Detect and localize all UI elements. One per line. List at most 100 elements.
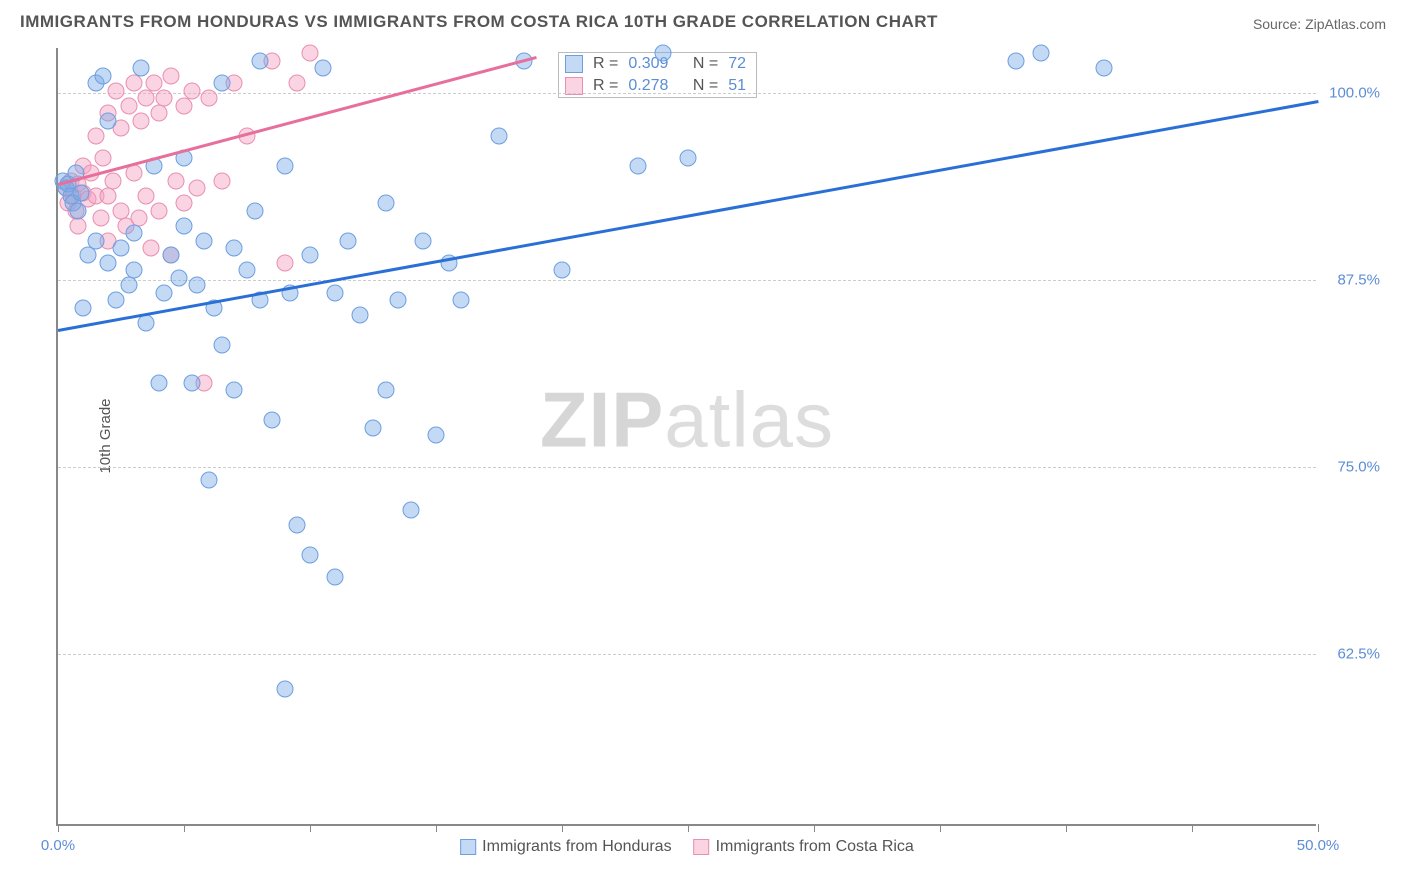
data-point <box>276 254 293 271</box>
xtick <box>562 824 563 832</box>
data-point <box>133 60 150 77</box>
data-point <box>183 82 200 99</box>
data-point <box>70 202 87 219</box>
data-point <box>155 284 172 301</box>
x-axis-legend: Immigrants from Honduras Immigrants from… <box>460 838 914 856</box>
data-point <box>377 382 394 399</box>
xtick <box>1192 824 1193 832</box>
data-point <box>251 52 268 69</box>
data-point <box>339 232 356 249</box>
data-point <box>145 75 162 92</box>
data-point <box>155 90 172 107</box>
data-point <box>1095 60 1112 77</box>
data-point <box>377 195 394 212</box>
data-point <box>100 187 117 204</box>
xtick <box>940 824 941 832</box>
data-point <box>654 45 671 62</box>
data-point <box>120 97 137 114</box>
data-point <box>75 299 92 316</box>
data-point <box>390 292 407 309</box>
data-point <box>176 195 193 212</box>
data-point <box>150 374 167 391</box>
data-point <box>70 217 87 234</box>
data-point <box>87 127 104 144</box>
data-point <box>138 314 155 331</box>
data-point <box>105 172 122 189</box>
data-point <box>327 569 344 586</box>
ytick-label: 100.0% <box>1322 84 1380 101</box>
data-point <box>150 105 167 122</box>
legend-r-label: R = <box>593 55 618 73</box>
data-point <box>264 412 281 429</box>
source-label: Source: ZipAtlas.com <box>1253 16 1386 32</box>
data-point <box>176 97 193 114</box>
data-point <box>92 210 109 227</box>
plot-area: 10th Grade ZIPatlas R = 0.309 N = 72 R =… <box>56 48 1316 826</box>
data-point <box>276 681 293 698</box>
legend-n-label: N = <box>693 55 718 73</box>
legend-swatch-1 <box>565 55 583 73</box>
xtick-label: 50.0% <box>1297 837 1340 854</box>
data-point <box>80 247 97 264</box>
xtick <box>688 824 689 832</box>
data-point <box>183 374 200 391</box>
data-point <box>120 277 137 294</box>
data-point <box>176 217 193 234</box>
xtick <box>310 824 311 832</box>
y-axis-label: 10th Grade <box>97 398 114 473</box>
data-point <box>491 127 508 144</box>
watermark-bold: ZIP <box>540 376 664 464</box>
chart-title: IMMIGRANTS FROM HONDURAS VS IMMIGRANTS F… <box>20 12 938 32</box>
legend-swatch-icon-2 <box>694 839 710 855</box>
data-point <box>113 239 130 256</box>
data-point <box>554 262 571 279</box>
data-point <box>201 471 218 488</box>
data-point <box>453 292 470 309</box>
data-point <box>125 262 142 279</box>
data-point <box>72 184 89 201</box>
legend-text-2: Immigrants from Costa Rica <box>716 838 914 856</box>
ytick-label: 75.0% <box>1322 458 1380 475</box>
legend-swatch-icon-1 <box>460 839 476 855</box>
data-point <box>428 427 445 444</box>
legend-text-1: Immigrants from Honduras <box>482 838 671 856</box>
data-point <box>188 180 205 197</box>
gridline <box>58 93 1316 94</box>
xtick <box>436 824 437 832</box>
data-point <box>1032 45 1049 62</box>
data-point <box>213 337 230 354</box>
data-point <box>138 187 155 204</box>
data-point <box>289 516 306 533</box>
gridline <box>58 467 1316 468</box>
data-point <box>1007 52 1024 69</box>
data-point <box>168 172 185 189</box>
ytick-label: 87.5% <box>1322 271 1380 288</box>
ytick-label: 62.5% <box>1322 645 1380 662</box>
data-point <box>226 382 243 399</box>
data-point <box>95 67 112 84</box>
data-point <box>302 546 319 563</box>
xtick <box>184 824 185 832</box>
gridline <box>58 654 1316 655</box>
gridline <box>58 280 1316 281</box>
data-point <box>163 247 180 264</box>
data-point <box>213 172 230 189</box>
xtick-label: 0.0% <box>41 837 75 854</box>
data-point <box>246 202 263 219</box>
data-point <box>352 307 369 324</box>
data-point <box>100 254 117 271</box>
data-point <box>138 90 155 107</box>
data-point <box>289 75 306 92</box>
data-point <box>125 75 142 92</box>
data-point <box>201 90 218 107</box>
data-point <box>239 262 256 279</box>
data-point <box>302 45 319 62</box>
data-point <box>163 67 180 84</box>
xtick <box>1318 824 1319 832</box>
data-point <box>629 157 646 174</box>
data-point <box>87 232 104 249</box>
data-point <box>143 239 160 256</box>
watermark: ZIPatlas <box>540 375 834 466</box>
legend-item-1: Immigrants from Honduras <box>460 838 671 856</box>
data-point <box>100 112 117 129</box>
